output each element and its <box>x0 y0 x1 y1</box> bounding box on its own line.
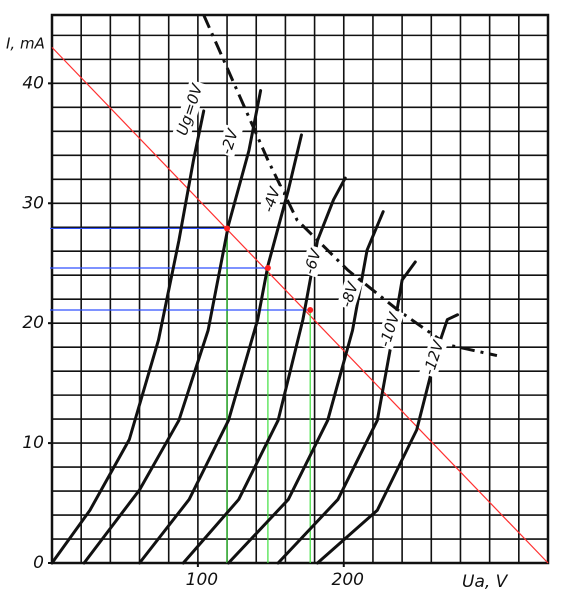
y-tick-label: 0 <box>33 553 44 573</box>
label-bg <box>299 244 326 278</box>
curve <box>316 313 460 565</box>
label-bg <box>419 335 449 379</box>
operating-point <box>307 306 314 313</box>
label-bg <box>375 307 405 351</box>
y-axis-label: I, mA <box>6 35 45 53</box>
y-tick-label: 40 <box>22 73 44 93</box>
curve <box>82 89 263 565</box>
series-label: Ug=0V <box>173 80 207 138</box>
y-tick-label: 30 <box>22 193 44 213</box>
curve <box>138 133 303 565</box>
series-label: -10V <box>376 309 404 349</box>
curve <box>276 260 417 565</box>
label-bg <box>258 182 285 216</box>
x-tick-label: 100 <box>186 570 218 590</box>
y-tick-label: 10 <box>22 433 44 453</box>
operating-point <box>264 265 271 272</box>
x-tick-label: 200 <box>332 570 364 590</box>
label-bg <box>336 277 363 311</box>
curve <box>50 109 206 565</box>
x-axis-label: Ua, V <box>462 572 509 592</box>
label-bg <box>216 124 243 158</box>
curve <box>181 176 347 565</box>
label-bg <box>172 79 208 139</box>
plot-frame <box>50 13 550 565</box>
curve <box>227 210 385 565</box>
operating-point <box>224 225 231 232</box>
y-tick-label: 20 <box>22 313 44 333</box>
limit-curve <box>202 14 498 358</box>
load-line <box>51 46 549 564</box>
